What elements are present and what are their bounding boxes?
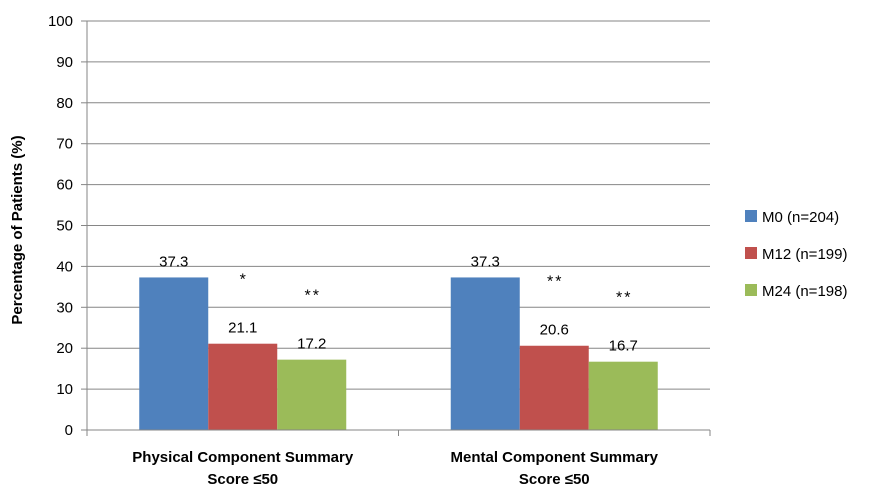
legend-label: M0 (n=204) (762, 209, 839, 226)
x-category-label: Mental Component Summary (450, 449, 658, 466)
bar-m24 (277, 359, 347, 430)
bar-m24 (588, 361, 658, 430)
axes: 0 10 20 30 40 50 60 70 80 90 100 Physical Component… (48, 13, 711, 488)
value-label: 21.1 (228, 320, 257, 337)
x-category-label: Score ≤50 (207, 471, 278, 488)
y-tick-label: 60 (56, 177, 73, 194)
y-axis-title: Percentage of Patients (%) (9, 135, 26, 324)
y-tick-label: 80 (56, 95, 73, 112)
y-tick-label: 70 (56, 136, 73, 153)
bars (139, 277, 658, 430)
legend-swatch-m0 (745, 210, 757, 222)
significance-marker: ** (547, 274, 563, 291)
bar-m0 (450, 277, 520, 430)
x-category-label: Physical Component Summary (132, 449, 354, 466)
legend-label: M12 (n=199) (762, 246, 847, 263)
y-tick-label: 100 (48, 13, 73, 30)
legend: M0 (n=204) M12 (n=199) M24 (n=198) (745, 209, 847, 300)
y-tick-label: 50 (56, 218, 73, 235)
bar-m0 (139, 277, 209, 430)
significance-marker: ** (305, 288, 321, 305)
value-label: 37.3 (159, 253, 188, 270)
x-category-label: Score ≤50 (519, 471, 590, 488)
y-tick-label: 0 (65, 422, 73, 439)
legend-label: M24 (n=198) (762, 283, 847, 300)
value-label: 20.6 (540, 322, 569, 339)
value-label: 17.2 (297, 336, 326, 353)
y-tick-label: 30 (56, 299, 73, 316)
y-tick-label: 90 (56, 54, 73, 71)
significance-marker: ** (616, 290, 632, 307)
legend-swatch-m24 (745, 284, 757, 296)
bar-m12 (519, 345, 589, 430)
data-labels: 37.3 21.1 * 17.2 ** 37.3 20.6 ** 16.7 ** (159, 253, 638, 354)
value-label: 16.7 (609, 338, 638, 355)
significance-marker: * (240, 272, 248, 289)
y-tick-label: 40 (56, 258, 73, 275)
bar-m12 (208, 343, 278, 430)
y-tick-label: 10 (56, 381, 73, 398)
y-tick-label: 20 (56, 340, 73, 357)
legend-swatch-m12 (745, 247, 757, 259)
value-label: 37.3 (471, 253, 500, 270)
